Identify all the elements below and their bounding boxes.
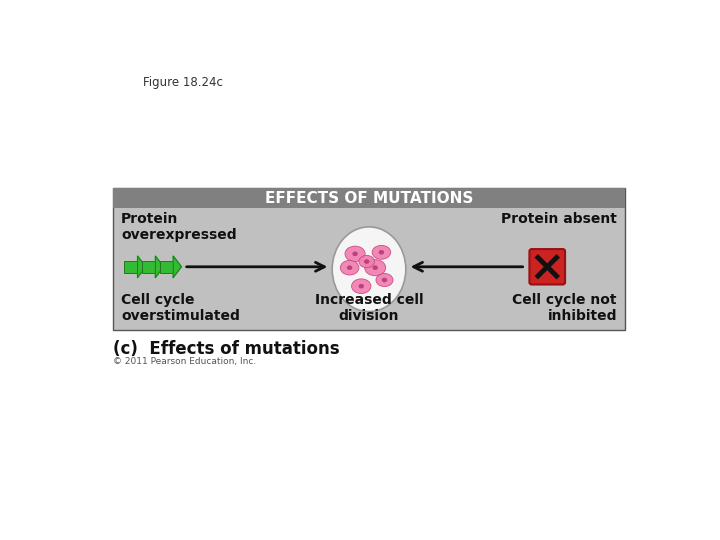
Bar: [113, 188, 625, 208]
Ellipse shape: [352, 252, 358, 256]
Ellipse shape: [341, 260, 359, 275]
Text: Protein absent: Protein absent: [501, 212, 617, 226]
Ellipse shape: [365, 260, 386, 276]
Bar: [142, 260, 156, 273]
FancyBboxPatch shape: [529, 249, 565, 285]
Polygon shape: [138, 256, 145, 278]
Ellipse shape: [382, 278, 387, 282]
Ellipse shape: [359, 255, 374, 268]
Polygon shape: [156, 256, 163, 278]
Bar: [124, 260, 138, 273]
Ellipse shape: [364, 259, 369, 264]
Bar: [160, 260, 174, 273]
Ellipse shape: [372, 265, 378, 270]
Bar: [113, 188, 625, 330]
Ellipse shape: [359, 284, 364, 288]
Ellipse shape: [351, 279, 371, 294]
Text: Protein
overexpressed: Protein overexpressed: [121, 212, 237, 242]
Ellipse shape: [379, 250, 384, 254]
Ellipse shape: [345, 246, 365, 261]
Text: (c)  Effects of mutations: (c) Effects of mutations: [113, 340, 340, 357]
Text: Cell cycle
overstimulated: Cell cycle overstimulated: [121, 293, 240, 323]
Ellipse shape: [332, 227, 406, 312]
Ellipse shape: [376, 273, 393, 287]
Text: Figure 18.24c: Figure 18.24c: [143, 76, 222, 89]
Text: EFFECTS OF MUTATIONS: EFFECTS OF MUTATIONS: [265, 191, 473, 206]
Polygon shape: [174, 256, 181, 278]
Text: Cell cycle not
inhibited: Cell cycle not inhibited: [513, 293, 617, 323]
Text: © 2011 Pearson Education, Inc.: © 2011 Pearson Education, Inc.: [113, 356, 256, 366]
Ellipse shape: [372, 245, 391, 259]
Ellipse shape: [347, 265, 352, 270]
Text: Increased cell
division: Increased cell division: [315, 293, 423, 323]
